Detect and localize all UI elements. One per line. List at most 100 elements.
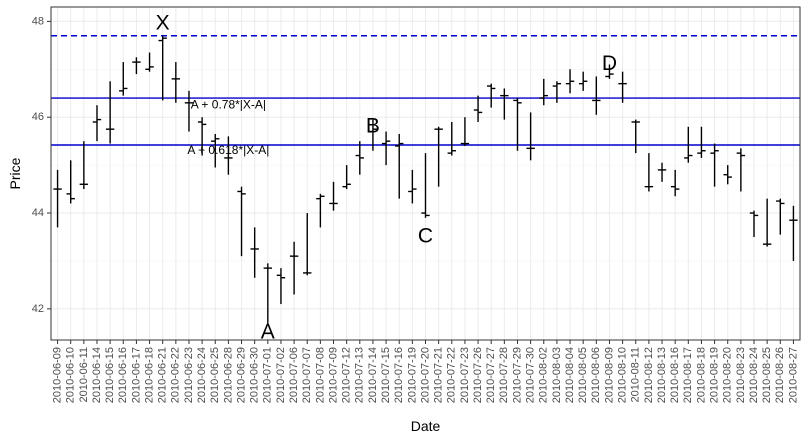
ohlc-bar — [644, 153, 654, 192]
ohlc-bar — [670, 169, 680, 197]
x-tick-label: 2010-07-06 — [288, 347, 300, 403]
x-tick-label: 2010-07-30 — [525, 347, 537, 403]
point-label: B — [366, 114, 380, 137]
x-tick-label: 2010-08-25 — [761, 347, 773, 403]
x-tick-label: 2010-08-02 — [538, 347, 550, 403]
ohlc-bar — [460, 117, 470, 146]
ohlc-bar — [657, 162, 667, 182]
ohlc-bar — [395, 133, 404, 199]
ohlc-bar — [381, 131, 391, 166]
x-tick-label: 2010-07-29 — [511, 347, 523, 403]
y-tick-label: 48 — [32, 15, 44, 27]
ohlc-bar — [473, 95, 483, 122]
x-tick-label: 2010-08-17 — [682, 347, 694, 403]
x-tick-label: 2010-06-14 — [91, 347, 103, 403]
x-tick-label: 2010-08-03 — [551, 347, 563, 403]
x-tick-label: 2010-06-28 — [222, 347, 234, 403]
ohlc-bar — [342, 165, 351, 190]
ohlc-bar — [132, 57, 141, 75]
x-tick-label: 2010-07-28 — [498, 347, 510, 403]
x-tick-label: 2010-07-22 — [446, 347, 458, 403]
ohlc-bar — [53, 169, 62, 228]
ohlc-bar — [250, 227, 259, 278]
x-tick-label: 2010-08-19 — [708, 347, 720, 403]
reference-line-label: A + 0.618*|X-A| — [187, 143, 269, 157]
ohlc-bar — [631, 119, 640, 154]
point-label: D — [602, 52, 617, 75]
x-tick-label: 2010-06-24 — [196, 347, 208, 403]
x-tick-label: 2010-07-14 — [367, 347, 379, 403]
ohlc-bar — [447, 121, 456, 156]
ohlc-bar — [158, 35, 167, 101]
x-tick-label: 2010-07-12 — [341, 347, 353, 403]
x-tick-label: 2010-07-21 — [433, 347, 445, 403]
x-tick-label: 2010-08-13 — [656, 347, 668, 403]
x-tick-label: 2010-08-11 — [630, 347, 642, 402]
ohlc-bar — [368, 119, 378, 151]
ohlc-bar — [552, 81, 562, 103]
x-tick-label: 2010-08-23 — [735, 347, 747, 403]
x-tick-label: 2010-08-20 — [722, 347, 734, 403]
ohlc-bar — [171, 62, 181, 103]
ohlc-bar — [710, 143, 719, 187]
y-axis-title: Price — [7, 157, 23, 189]
ohlc-bars — [53, 35, 798, 326]
x-tick-label: 2010-06-17 — [130, 347, 142, 403]
x-tick-label: 2010-07-07 — [301, 347, 313, 403]
ohlc-bar — [605, 64, 614, 79]
ohlc-bar — [408, 169, 417, 204]
ohlc-bar — [697, 126, 706, 158]
x-tick-label: 2010-07-23 — [459, 347, 471, 403]
ohlc-bar — [789, 205, 798, 261]
x-tick-label: 2010-06-18 — [143, 347, 155, 403]
ohlc-bar — [749, 210, 759, 237]
ohlc-bar — [197, 117, 207, 156]
x-tick-label: 2010-08-16 — [669, 347, 681, 403]
ohlc-bar — [303, 213, 312, 276]
ohlc-bar — [92, 105, 102, 142]
x-tick-label: 2010-08-09 — [603, 347, 615, 403]
x-tick-label: 2010-07-20 — [419, 347, 431, 403]
x-tick-label: 2010-07-13 — [354, 347, 366, 403]
ohlc-bar — [66, 160, 75, 204]
x-tick-label: 2010-08-26 — [774, 347, 786, 403]
ohlc-bar — [276, 268, 286, 305]
point-label: X — [156, 11, 170, 34]
x-tick-label: 2010-08-18 — [695, 347, 707, 403]
ohlc-bar — [592, 76, 601, 115]
x-tick-label: 2010-06-10 — [65, 347, 77, 403]
x-tick-label: 2010-08-05 — [577, 347, 589, 403]
x-tick-label: 2010-07-27 — [485, 347, 497, 403]
point-label: A — [261, 320, 275, 343]
ohlc-bar — [421, 153, 430, 218]
ohlc-bar — [513, 98, 522, 151]
ohlc-bar — [316, 193, 325, 228]
ohlc-bar — [500, 88, 509, 120]
ohlc-bar — [487, 83, 496, 108]
y-tick-label: 44 — [32, 207, 44, 219]
ohlc-bar — [526, 112, 535, 161]
ohlc-bar — [618, 71, 627, 103]
x-tick-label: 2010-07-09 — [327, 347, 339, 403]
ohlc-bar — [237, 186, 246, 257]
ohlc-bar — [762, 198, 772, 247]
ohlc-bar — [776, 198, 785, 235]
ohlc-bar — [224, 136, 233, 175]
x-tick-label: 2010-06-11 — [78, 347, 90, 402]
x-tick-label: 2010-08-12 — [643, 347, 655, 403]
x-tick-label: 2010-08-06 — [590, 347, 602, 403]
ohlc-bar — [211, 133, 220, 168]
ohlc-bar — [578, 71, 588, 91]
x-tick-label: 2010-07-01 — [262, 347, 274, 403]
ohlc-bar — [79, 141, 89, 190]
x-tick-label: 2010-06-15 — [104, 347, 116, 403]
y-tick-label: 46 — [32, 111, 44, 123]
ohlc-bar — [145, 52, 154, 72]
x-tick-label: 2010-08-24 — [748, 347, 760, 403]
x-axis-title: Date — [411, 418, 441, 434]
ohlc-bar — [119, 62, 128, 96]
point-label: C — [418, 225, 433, 248]
x-tick-label: 2010-07-19 — [406, 347, 418, 403]
ohlc-bar — [289, 241, 299, 295]
